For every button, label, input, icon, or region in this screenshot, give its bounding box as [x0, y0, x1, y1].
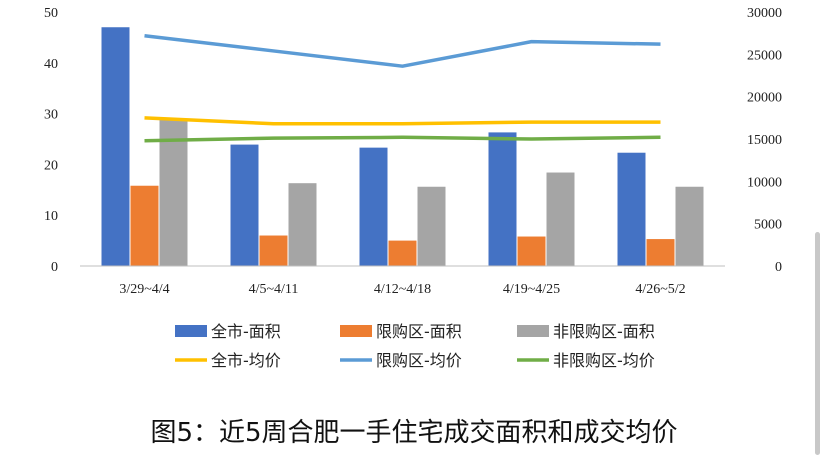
bar-全市-面积	[359, 147, 388, 266]
bar-全市-面积	[230, 144, 259, 266]
bar-全市-面积	[488, 132, 517, 266]
right-axis-ticks: 0 5000 10000 15000 20000 25000 30000	[747, 6, 782, 275]
x-tick-label: 4/12~4/18	[374, 282, 431, 297]
bar-非限购区-面积	[546, 172, 575, 266]
x-tick-label: 4/19~4/25	[503, 282, 560, 297]
line-全市-均价	[144, 116, 661, 126]
bar-非限购区-面积	[417, 186, 446, 266]
line-非限购区-均价	[144, 135, 661, 143]
right-tick-label: 30000	[747, 6, 782, 21]
bar-限购区-面积	[646, 239, 675, 266]
bar-全市-面积	[617, 152, 646, 266]
bar-限购区-面积	[517, 236, 546, 266]
right-tick-label: 15000	[747, 133, 782, 148]
bar-全市-面积	[101, 27, 130, 266]
left-tick-label: 50	[44, 6, 58, 21]
left-tick-label: 20	[44, 158, 58, 173]
legend-label: 限购区-均价	[376, 351, 462, 370]
x-tick-label: 4/5~4/11	[249, 282, 299, 297]
left-tick-label: 30	[44, 108, 58, 123]
bar-非限购区-面积	[675, 186, 704, 266]
right-tick-label: 20000	[747, 91, 782, 106]
x-tick-label: 3/29~4/4	[119, 282, 169, 297]
left-tick-label: 10	[44, 209, 58, 224]
figure-caption: 图5：近5周合肥一手住宅成交面积和成交均价	[150, 418, 678, 448]
left-axis-ticks: 0 10 20 30 40 50	[44, 6, 58, 275]
bars	[101, 27, 704, 267]
bar-非限购区-面积	[159, 118, 188, 267]
legend-label: 非限购区-面积	[553, 322, 655, 341]
left-tick-label: 0	[51, 260, 58, 275]
legend-swatch	[340, 325, 372, 337]
legend-swatch	[517, 325, 549, 337]
right-tick-label: 0	[775, 260, 782, 275]
bar-非限购区-面积	[288, 183, 317, 266]
x-axis-ticks: 3/29~4/4 4/5~4/11 4/12~4/18 4/19~4/25 4/26~5…	[119, 282, 685, 297]
chart: 0 10 20 30 40 50 0 5000 10000 15000 20000 25000 300…	[44, 6, 782, 370]
legend-label: 限购区-面积	[376, 322, 462, 341]
bar-限购区-面积	[259, 235, 288, 266]
bar-限购区-面积	[388, 240, 417, 266]
left-tick-label: 40	[44, 57, 58, 72]
right-tick-label: 25000	[747, 48, 782, 63]
bar-限购区-面积	[130, 185, 159, 266]
line-限购区-均价	[144, 33, 661, 68]
x-tick-label: 4/26~5/2	[635, 282, 685, 297]
legend-label: 全市-面积	[211, 322, 281, 341]
lines	[144, 33, 661, 143]
legend-swatch	[175, 325, 207, 337]
scrollbar[interactable]	[815, 232, 820, 455]
right-tick-label: 5000	[754, 218, 782, 233]
legend-label: 非限购区-均价	[553, 351, 655, 370]
legend-label: 全市-均价	[211, 351, 281, 370]
right-tick-label: 10000	[747, 175, 782, 190]
